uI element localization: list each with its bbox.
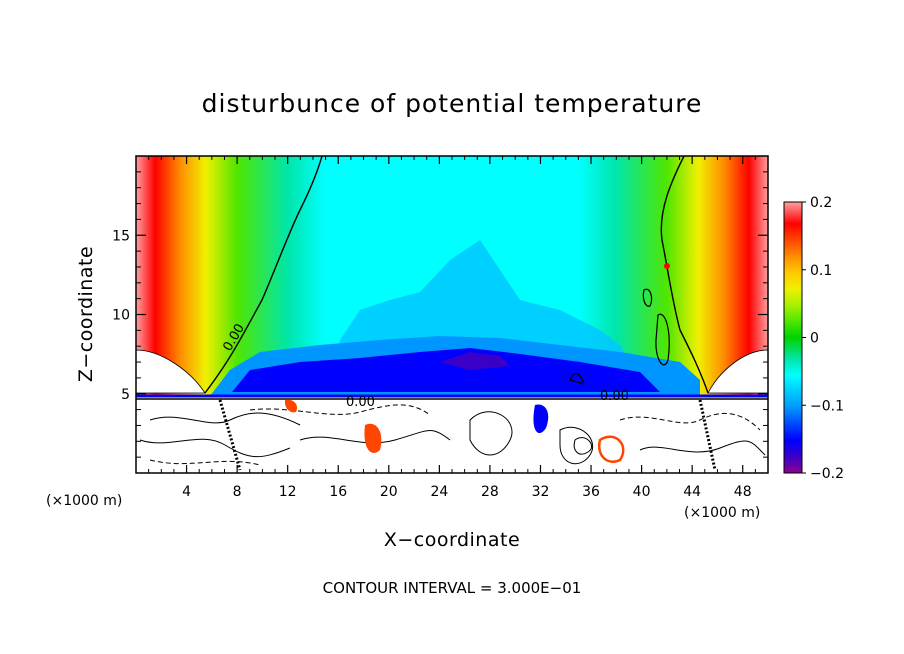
field-lower — [136, 396, 768, 473]
y-axis: 5 10 15 — [112, 171, 768, 458]
contour-zero-right — [660, 156, 709, 394]
colorbar-tick-label: 0.1 — [810, 263, 832, 279]
upper-blobs — [569, 288, 670, 385]
plot-area — [136, 156, 768, 473]
x-tick-label: 44 — [683, 484, 701, 500]
x-tick-label: 16 — [329, 484, 347, 500]
y-tick-label: 10 — [112, 308, 130, 324]
lower-warm-spots — [284, 399, 625, 463]
x-axis: 4 8 12 16 20 24 28 32 36 40 44 48 — [148, 156, 756, 500]
y-tick-label: 5 — [121, 387, 130, 403]
field-coldest-layer — [232, 348, 660, 392]
contour-label-2: 0.00 — [346, 395, 375, 410]
upper-warm-dot — [664, 263, 670, 269]
x-tick-label: 8 — [233, 484, 242, 500]
x-tick-label: 20 — [380, 484, 398, 500]
x-tick-label: 48 — [734, 484, 752, 500]
x-tick-label: 32 — [532, 484, 550, 500]
x-tick-label: 36 — [582, 484, 600, 500]
x-tick-label: 40 — [633, 484, 651, 500]
lower-contours — [139, 399, 766, 471]
colorbar-tick-label: −0.1 — [810, 398, 844, 414]
y-tick-label: 15 — [112, 228, 130, 244]
colorbar-tick-label: 0.2 — [810, 195, 832, 211]
colorbar-tick-label: 0 — [810, 331, 819, 347]
y-axis-label: Z−coordinate — [75, 246, 97, 382]
colorbar — [783, 201, 803, 474]
chart-title: disturbunce of potential temperature — [202, 89, 703, 118]
field-core — [440, 352, 510, 370]
x-axis-label: X−coordinate — [384, 529, 520, 551]
contour-zero-left — [204, 156, 323, 394]
x-tick-label: 12 — [279, 484, 297, 500]
x-unit-label-right: (×1000 m) — [684, 505, 760, 521]
colorbar-tick-label: −0.2 — [810, 466, 844, 482]
x-tick-label: 24 — [430, 484, 448, 500]
contour-interval: CONTOUR INTERVAL = 3.000E−01 — [323, 579, 582, 597]
contour-label-3: 0.00 — [600, 389, 629, 404]
x-unit-label-left: (×1000 m) — [46, 493, 122, 509]
x-tick-label: 28 — [481, 484, 499, 500]
colorbar-ticks: 0.2 0.1 0 −0.1 −0.2 — [802, 195, 844, 482]
x-tick-label: 4 — [182, 484, 191, 500]
